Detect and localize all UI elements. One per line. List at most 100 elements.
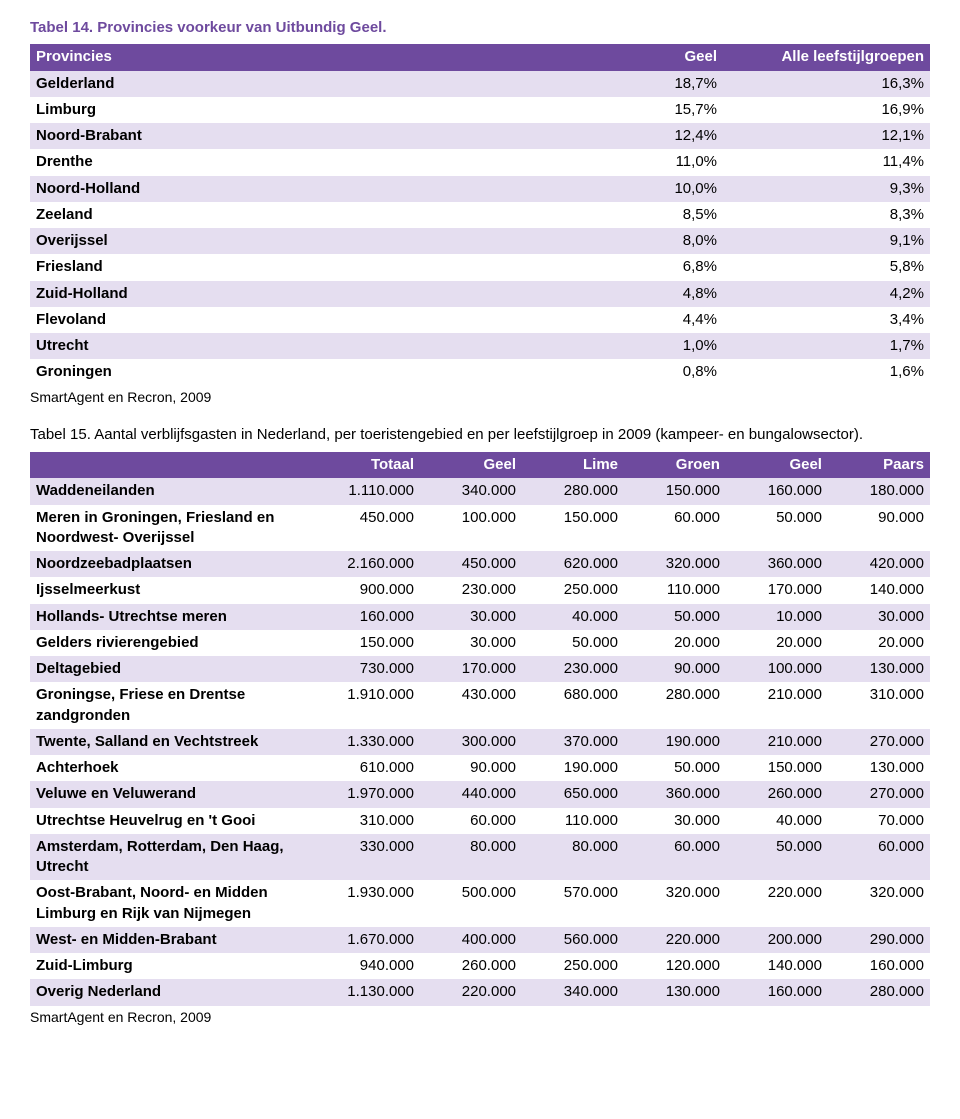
table2-source: SmartAgent en Recron, 2009 xyxy=(30,1008,930,1027)
row-value: 50.000 xyxy=(624,604,726,630)
row-value: 230.000 xyxy=(420,577,522,603)
row-value: 5,8% xyxy=(723,254,930,280)
table-row: Zeeland8,5%8,3% xyxy=(30,202,930,228)
row-value: 280.000 xyxy=(522,478,624,504)
row-value: 140.000 xyxy=(828,577,930,603)
row-label: Twente, Salland en Vechtstreek xyxy=(30,729,318,755)
row-value: 160.000 xyxy=(726,979,828,1005)
table-row: Hollands- Utrechtse meren160.00030.00040… xyxy=(30,604,930,630)
table2-caption: Tabel 15. Aantal verblijfsgasten in Nede… xyxy=(30,424,930,446)
row-value: 290.000 xyxy=(828,927,930,953)
row-value: 90.000 xyxy=(624,656,726,682)
row-label: Zuid-Holland xyxy=(30,281,525,307)
row-value: 1.910.000 xyxy=(318,682,420,729)
row-value: 260.000 xyxy=(726,781,828,807)
row-value: 150.000 xyxy=(726,755,828,781)
row-value: 900.000 xyxy=(318,577,420,603)
row-value: 250.000 xyxy=(522,577,624,603)
row-value: 110.000 xyxy=(624,577,726,603)
row-value: 10.000 xyxy=(726,604,828,630)
row-value: 190.000 xyxy=(522,755,624,781)
row-value: 3,4% xyxy=(723,307,930,333)
table-row: Twente, Salland en Vechtstreek1.330.000 3… xyxy=(30,729,930,755)
row-value: 80.000 xyxy=(522,834,624,881)
row-value: 30.000 xyxy=(828,604,930,630)
row-value: 130.000 xyxy=(828,755,930,781)
row-value: 650.000 xyxy=(522,781,624,807)
row-label: Zeeland xyxy=(30,202,525,228)
row-value: 440.000 xyxy=(420,781,522,807)
row-label: Friesland xyxy=(30,254,525,280)
row-value: 8,3% xyxy=(723,202,930,228)
table-row: Ijsselmeerkust900.000230.000250.000110.0… xyxy=(30,577,930,603)
row-value: 730.000 xyxy=(318,656,420,682)
row-value: 420.000 xyxy=(828,551,930,577)
row-value: 120.000 xyxy=(624,953,726,979)
row-value: 100.000 xyxy=(726,656,828,682)
row-value: 370.000 xyxy=(522,729,624,755)
table-row: Amsterdam, Rotterdam, Den Haag, Utrecht3… xyxy=(30,834,930,881)
table-row: Deltagebied730.000170.000230.00090.00010… xyxy=(30,656,930,682)
row-value: 12,1% xyxy=(723,123,930,149)
row-value: 130.000 xyxy=(624,979,726,1005)
t1-h2: Alle leefstijlgroepen xyxy=(723,44,930,70)
row-value: 160.000 xyxy=(318,604,420,630)
table-row: Limburg15,7%16,9% xyxy=(30,97,930,123)
row-value: 360.000 xyxy=(624,781,726,807)
table-row: Utrechtse Heuvelrug en 't Gooi310.00060.… xyxy=(30,808,930,834)
row-value: 150.000 xyxy=(624,478,726,504)
row-label: Groningen xyxy=(30,359,525,385)
row-value: 60.000 xyxy=(624,834,726,881)
row-value: 310.000 xyxy=(828,682,930,729)
row-value: 310.000 xyxy=(318,808,420,834)
table-row: Noord-Holland10,0%9,3% xyxy=(30,176,930,202)
t1-h1: Geel xyxy=(525,44,723,70)
t2-h5: Geel xyxy=(726,452,828,478)
row-label: Noord-Holland xyxy=(30,176,525,202)
row-value: 20.000 xyxy=(828,630,930,656)
table1-head: Provincies Geel Alle leefstijlgroepen xyxy=(30,44,930,70)
row-value: 130.000 xyxy=(828,656,930,682)
row-value: 400.000 xyxy=(420,927,522,953)
row-value: 1.970.000 xyxy=(318,781,420,807)
table2-head: Totaal Geel Lime Groen Geel Paars xyxy=(30,452,930,478)
table-row: Gelderland18,7%16,3% xyxy=(30,71,930,97)
row-value: 320.000 xyxy=(624,880,726,927)
table-row: Zuid-Holland4,8%4,2% xyxy=(30,281,930,307)
row-label: Overig Nederland xyxy=(30,979,318,1005)
row-label: Deltagebied xyxy=(30,656,318,682)
row-label: Waddeneilanden xyxy=(30,478,318,504)
row-value: 30.000 xyxy=(420,630,522,656)
table-row: Noord-Brabant12,4%12,1% xyxy=(30,123,930,149)
row-value: 360.000 xyxy=(726,551,828,577)
row-label: Meren in Groningen, Friesland en Noordwe… xyxy=(30,505,318,552)
table-row: Oost-Brabant, Noord- en Midden Limburg e… xyxy=(30,880,930,927)
row-value: 1,7% xyxy=(723,333,930,359)
row-value: 16,3% xyxy=(723,71,930,97)
table2-body: Waddeneilanden1.110.000340.000280.000150… xyxy=(30,478,930,1005)
row-value: 450.000 xyxy=(318,505,420,552)
row-value: 40.000 xyxy=(522,604,624,630)
row-value: 180.000 xyxy=(828,478,930,504)
row-value: 18,7% xyxy=(525,71,723,97)
table-row: Waddeneilanden1.110.000340.000280.000150… xyxy=(30,478,930,504)
row-value: 210.000 xyxy=(726,729,828,755)
row-value: 220.000 xyxy=(420,979,522,1005)
row-value: 110.000 xyxy=(522,808,624,834)
table-row: Veluwe en Veluwerand1.970.000440.000650.… xyxy=(30,781,930,807)
row-value: 1.330.000 xyxy=(318,729,420,755)
row-value: 10,0% xyxy=(525,176,723,202)
row-value: 9,1% xyxy=(723,228,930,254)
row-value: 160.000 xyxy=(726,478,828,504)
row-value: 1.110.000 xyxy=(318,478,420,504)
t2-h2: Geel xyxy=(420,452,522,478)
row-value: 0,8% xyxy=(525,359,723,385)
row-label: West- en Midden-Brabant xyxy=(30,927,318,953)
row-value: 190.000 xyxy=(624,729,726,755)
row-value: 30.000 xyxy=(624,808,726,834)
row-value: 60.000 xyxy=(420,808,522,834)
row-value: 170.000 xyxy=(726,577,828,603)
table-row: Zuid-Limburg940.000260.000250.000120.000… xyxy=(30,953,930,979)
row-value: 11,0% xyxy=(525,149,723,175)
row-value: 430.000 xyxy=(420,682,522,729)
